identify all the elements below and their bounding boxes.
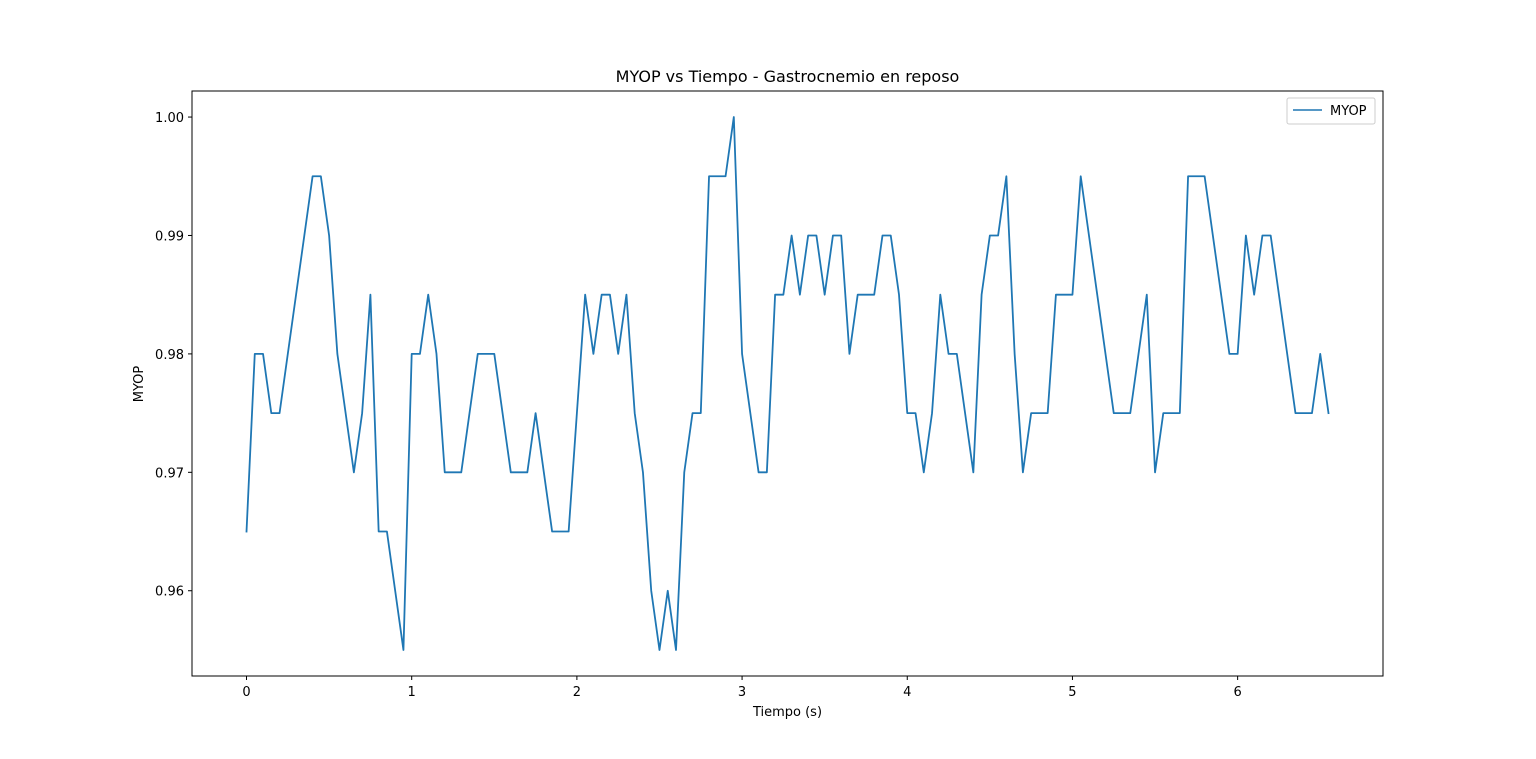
- y-axis-label: MYOP: [132, 366, 147, 403]
- legend-label-myop: MYOP: [1330, 104, 1367, 119]
- x-tick-label: 6: [1233, 685, 1241, 700]
- chart-title: MYOP vs Tiempo - Gastrocnemio en reposo: [616, 67, 960, 86]
- legend: MYOP: [1286, 97, 1376, 125]
- series-layer: [245, 116, 1330, 651]
- plot-frame: [191, 90, 1384, 677]
- x-tick-label: 1: [408, 685, 416, 700]
- plot-background: [192, 91, 1383, 676]
- series-line-myop: [245, 116, 1330, 651]
- x-tick-label: 2: [573, 685, 581, 700]
- y-tick-label: 0.97: [155, 466, 184, 481]
- x-axis: 0 1 2 3 4 5 6: [242, 676, 1242, 700]
- plot-area: [191, 90, 1384, 677]
- y-tick-label: 1.00: [155, 111, 184, 126]
- y-tick-label: 0.96: [155, 585, 184, 600]
- y-tick-label: 0.98: [155, 348, 184, 363]
- x-tick-label: 5: [1068, 685, 1076, 700]
- x-tick-label: 0: [242, 685, 250, 700]
- y-axis: 0.96 0.97 0.98 0.99 1.00: [155, 111, 192, 600]
- x-axis-label: Tiempo (s): [752, 705, 822, 720]
- x-tick-label: 3: [738, 685, 746, 700]
- x-tick-label: 4: [903, 685, 911, 700]
- y-tick-label: 0.99: [155, 229, 184, 244]
- legend-box: [1286, 97, 1376, 125]
